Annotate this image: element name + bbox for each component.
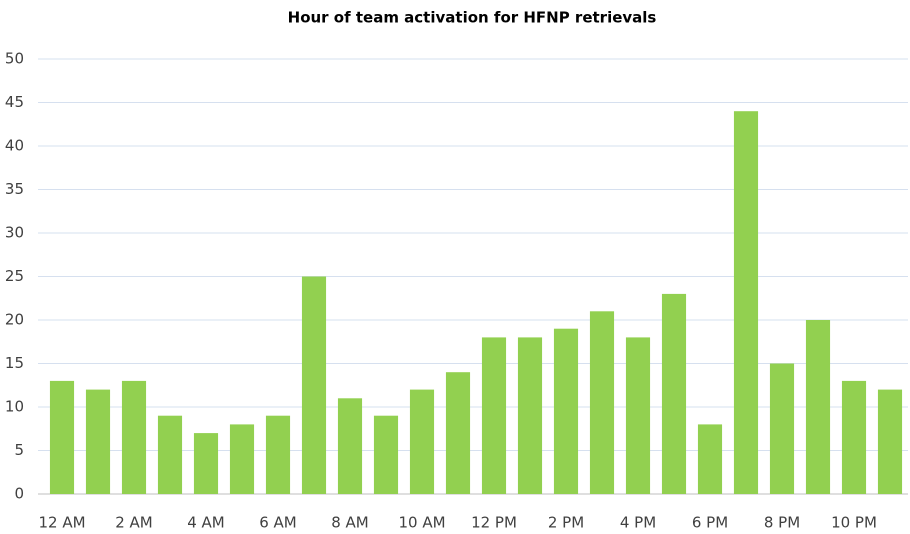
x-tick-label: 12 PM (471, 514, 517, 532)
bar (265, 415, 291, 494)
bar (625, 337, 651, 494)
bar (445, 372, 471, 494)
x-tick-label: 8 PM (764, 514, 800, 532)
y-tick-label: 35 (5, 180, 24, 198)
bar (85, 389, 111, 494)
bar (373, 415, 399, 494)
bar (517, 337, 543, 494)
x-tick-label: 10 AM (398, 514, 445, 532)
x-tick-label: 4 AM (187, 514, 225, 532)
y-tick-label: 50 (5, 50, 24, 68)
y-tick-label: 25 (5, 267, 24, 285)
bar (337, 398, 363, 494)
bar (877, 389, 903, 494)
y-tick-label: 30 (5, 224, 24, 242)
bar (49, 380, 75, 494)
y-tick-label: 20 (5, 311, 24, 329)
chart-title: Hour of team activation for HFNP retriev… (288, 9, 657, 27)
bar (697, 424, 723, 494)
bar (409, 389, 435, 494)
y-tick-label: 10 (5, 398, 24, 416)
x-tick-label: 4 PM (620, 514, 656, 532)
bar (229, 424, 255, 494)
y-tick-label: 40 (5, 137, 24, 155)
bar (157, 415, 183, 494)
y-tick-label: 5 (14, 441, 24, 459)
x-tick-label: 8 AM (331, 514, 369, 532)
y-tick-label: 45 (5, 93, 24, 111)
y-tick-label: 15 (5, 354, 24, 372)
x-tick-label: 2 PM (548, 514, 584, 532)
y-tick-label: 0 (14, 485, 24, 503)
bar (553, 328, 579, 494)
x-tick-label: 6 AM (259, 514, 297, 532)
bar (481, 337, 507, 494)
bar (301, 276, 327, 494)
x-tick-label: 10 PM (831, 514, 877, 532)
bar (121, 380, 147, 494)
bar (193, 433, 219, 494)
bar (841, 380, 867, 494)
x-tick-label: 6 PM (692, 514, 728, 532)
bar (589, 311, 615, 494)
x-tick-label: 12 AM (38, 514, 85, 532)
bar (805, 320, 831, 494)
bar (733, 111, 759, 494)
bar (769, 363, 795, 494)
bar (661, 293, 687, 494)
x-tick-label: 2 AM (115, 514, 153, 532)
